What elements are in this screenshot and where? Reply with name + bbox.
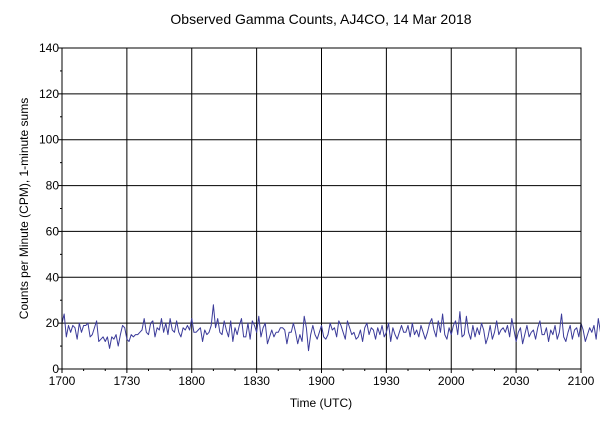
- series-layer: [61, 304, 600, 352]
- y-tick-label: 80: [46, 179, 60, 193]
- y-tick-label: 40: [46, 270, 60, 284]
- x-tick-label: 1730: [114, 374, 141, 388]
- y-tick-label: 20: [46, 316, 60, 330]
- y-tick-label: 140: [39, 41, 59, 55]
- x-tick-label: 1930: [373, 374, 400, 388]
- series-line-0: [61, 304, 600, 352]
- x-tick-label: 2030: [503, 374, 530, 388]
- y-axis-ticks: 0 20 40 60 80 100 120 140: [39, 41, 62, 376]
- plot-frame: [61, 47, 582, 370]
- x-tick-label: 2100: [568, 374, 595, 388]
- y-tick-label: 60: [46, 224, 60, 238]
- x-axis-label: Time (UTC): [290, 396, 352, 410]
- x-tick-label: 1830: [243, 374, 270, 388]
- x-tick-label: 1800: [178, 374, 205, 388]
- y-axis-label: Counts per Minute (CPM), 1-minute sums: [17, 98, 31, 319]
- chart-title: Observed Gamma Counts, AJ4CO, 14 Mar 201…: [170, 11, 471, 27]
- x-axis-ticks: 1700 1730 1800 1830 1900 1930 2000 2030 2100: [49, 369, 595, 388]
- y-tick-label: 120: [39, 87, 59, 101]
- y-tick-label: 100: [39, 133, 59, 147]
- x-tick-label: 1900: [308, 374, 335, 388]
- x-tick-label: 1700: [49, 374, 76, 388]
- x-tick-label: 2000: [438, 374, 465, 388]
- y-tick-label: 0: [52, 362, 59, 376]
- grid-lines: [62, 48, 581, 369]
